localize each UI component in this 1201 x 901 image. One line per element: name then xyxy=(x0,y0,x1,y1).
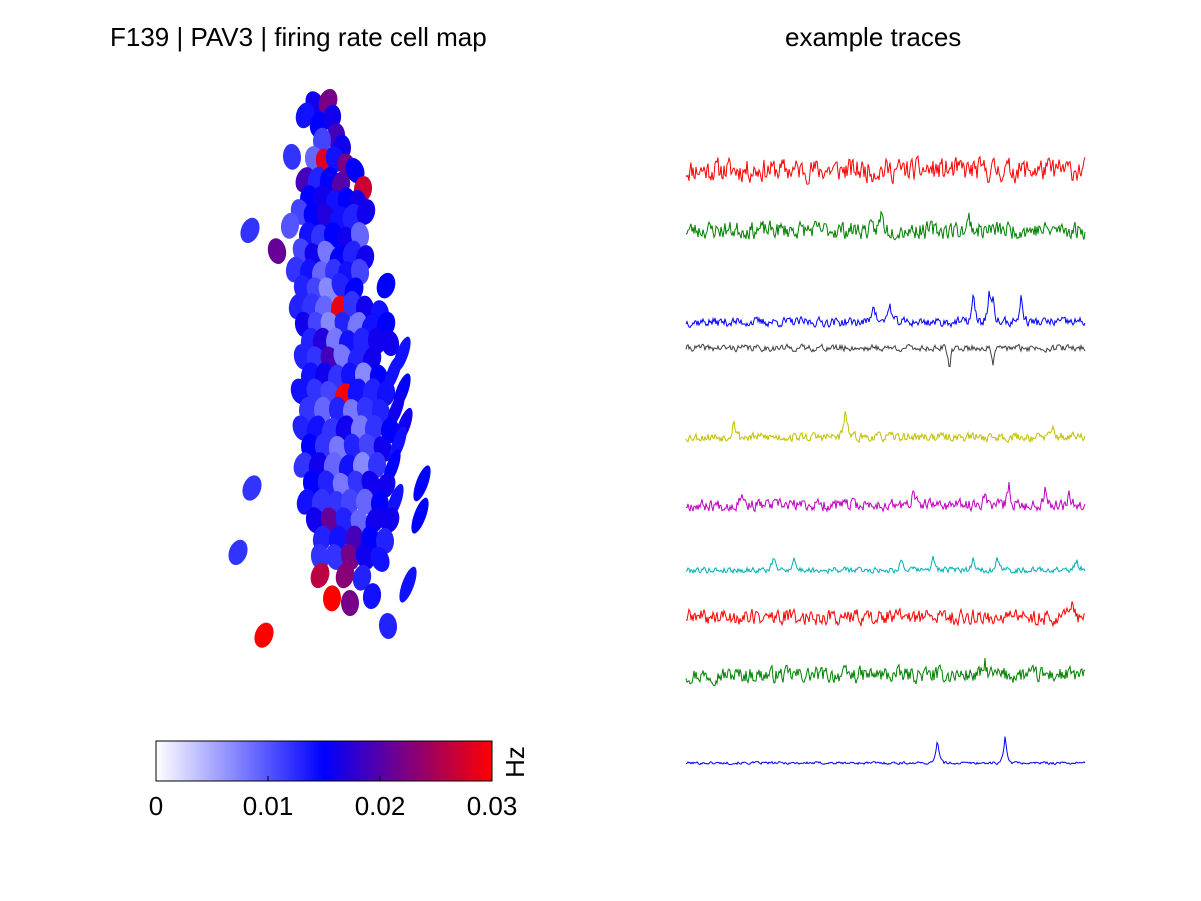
cell-roi xyxy=(399,566,417,603)
cell-roi xyxy=(282,143,302,170)
colorbar-tick-label: 0.02 xyxy=(355,791,406,821)
cell-roi xyxy=(380,507,400,533)
cell-roi xyxy=(362,583,382,610)
cell-roi xyxy=(295,102,315,129)
colorbar-tick-label: 0.03 xyxy=(467,791,518,821)
cell-roi xyxy=(325,544,345,570)
cell-roi xyxy=(254,622,274,648)
cell-roi xyxy=(340,590,360,616)
cell-roi xyxy=(296,488,316,515)
cell-roi xyxy=(305,507,325,534)
cell-map xyxy=(228,88,431,648)
cell-roi xyxy=(240,217,260,243)
cell-roi xyxy=(370,546,390,572)
cell-roi xyxy=(380,330,400,357)
trace-line xyxy=(685,155,1086,185)
cell-roi xyxy=(355,544,375,570)
colorbar-tick-label: 0 xyxy=(149,791,163,821)
trace-line xyxy=(685,657,1086,687)
cell-roi xyxy=(356,199,376,225)
cell-roi xyxy=(228,539,248,565)
colorbar-ticks: 0 0.01 0.02 0.03 xyxy=(149,776,518,821)
cell-roi xyxy=(378,613,398,639)
cell-map-title: F139 | PAV3 | firing rate cell map xyxy=(110,22,487,52)
cell-roi xyxy=(413,465,431,502)
cell-roi xyxy=(380,417,400,444)
cell-roi xyxy=(310,562,330,589)
cell-roi xyxy=(343,433,363,460)
cell-roi xyxy=(267,238,287,264)
cell-roi xyxy=(335,562,355,589)
cell-roi xyxy=(312,127,332,154)
cell-roi xyxy=(242,475,262,501)
cell-roi xyxy=(376,272,396,299)
trace-line xyxy=(685,555,1086,575)
trace-line xyxy=(685,411,1086,444)
cell-roi xyxy=(328,396,348,423)
cell-roi xyxy=(352,564,372,591)
colorbar-label: Hz xyxy=(500,746,530,778)
cell-roi xyxy=(367,452,387,478)
traces-title: example traces xyxy=(785,22,962,52)
trace-line xyxy=(685,481,1086,513)
colorbar-tick-label: 0.01 xyxy=(243,791,294,821)
cell-roi xyxy=(411,497,429,534)
trace-line xyxy=(685,343,1086,368)
colorbar xyxy=(155,740,493,782)
cell-roi xyxy=(322,585,342,612)
trace-line xyxy=(685,210,1086,241)
cell-roi xyxy=(347,378,367,405)
trace-line xyxy=(685,290,1086,329)
trace-line xyxy=(686,601,1086,628)
trace-line xyxy=(685,736,1086,766)
cell-roi xyxy=(280,212,300,239)
cell-roi xyxy=(345,157,365,184)
cell-roi xyxy=(290,378,310,405)
cell-roi xyxy=(356,488,374,515)
example-traces xyxy=(685,155,1086,766)
cell-roi xyxy=(293,452,313,478)
cell-roi xyxy=(298,396,318,423)
